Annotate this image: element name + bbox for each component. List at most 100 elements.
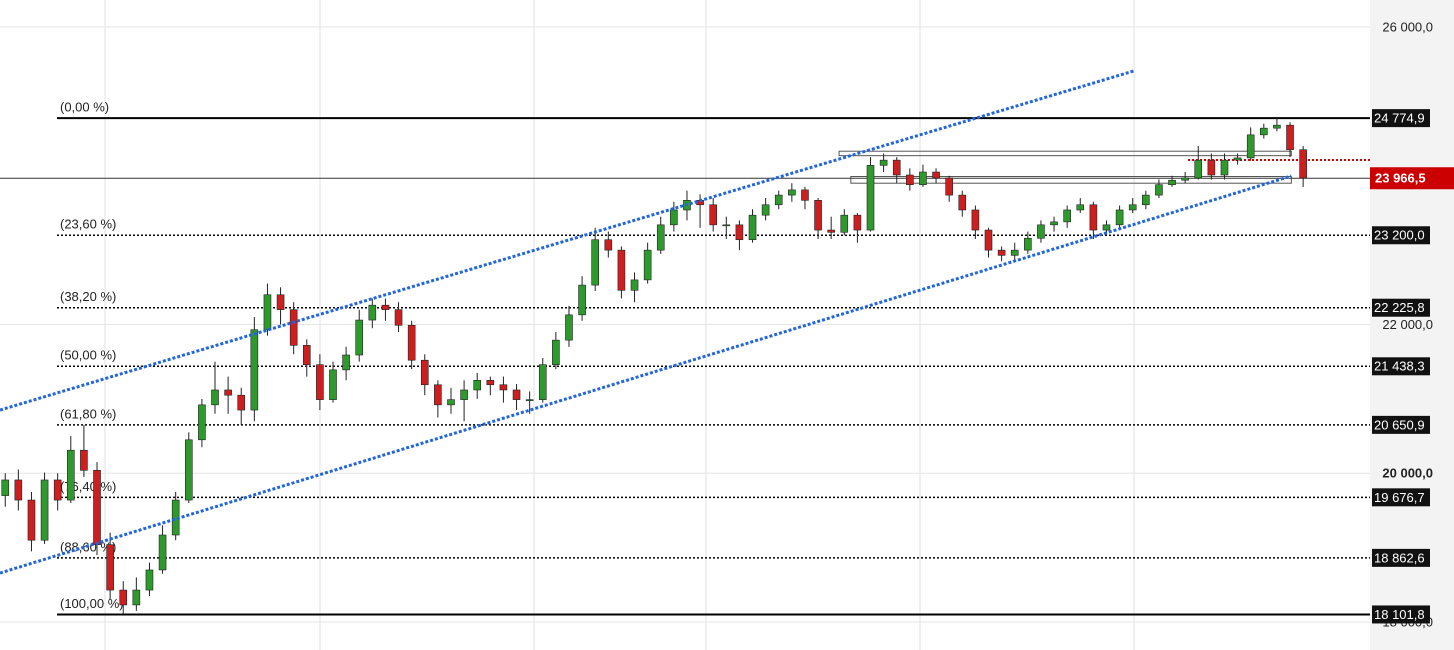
candle-body xyxy=(237,394,246,411)
candle-body xyxy=(407,324,416,361)
zone xyxy=(850,176,1292,184)
candle-body xyxy=(1299,149,1307,179)
candle-body xyxy=(958,194,967,211)
y-tick-label: 22 000,0 xyxy=(1382,317,1433,332)
candle-body xyxy=(329,369,337,400)
candle-body xyxy=(276,294,285,310)
trendline xyxy=(0,174,1292,575)
fib-pct-label: (23,60 %) xyxy=(60,217,116,232)
last-price-badge xyxy=(1370,167,1454,190)
candle-body xyxy=(1220,159,1229,176)
candle-body xyxy=(604,239,613,251)
last-price-label: 23 966,5 xyxy=(1375,171,1426,186)
candle-body xyxy=(1128,204,1137,211)
candle-body xyxy=(1063,209,1071,223)
candle-body xyxy=(66,449,75,501)
candle-body xyxy=(473,380,482,391)
candle-body xyxy=(1168,179,1176,185)
candle-body xyxy=(342,354,350,371)
candle-body xyxy=(132,589,141,606)
level-label: 19 676,7 xyxy=(1374,490,1425,505)
candle-body xyxy=(198,404,206,441)
candle-body xyxy=(27,499,36,541)
candle-body xyxy=(499,384,508,391)
candle-body xyxy=(971,209,980,231)
axis-panel xyxy=(1370,0,1454,650)
candle-body xyxy=(184,439,193,501)
fib-pct-label: (0,00 %) xyxy=(60,100,109,115)
candle-body xyxy=(591,239,599,286)
candle-body xyxy=(1273,124,1281,129)
candle-body xyxy=(316,364,324,400)
candle-body xyxy=(997,249,1006,256)
candle-body xyxy=(1037,224,1045,239)
candle-body xyxy=(709,204,717,226)
candle-body xyxy=(355,319,364,356)
candle-body xyxy=(1024,237,1032,251)
candle-body xyxy=(145,569,154,591)
candle-body xyxy=(1207,159,1216,176)
trendline xyxy=(0,69,1135,412)
candle-body xyxy=(538,364,547,400)
candle-body xyxy=(1246,134,1255,159)
candle-body xyxy=(93,469,101,545)
candle-body xyxy=(1050,221,1058,226)
level-label: 20 650,9 xyxy=(1374,417,1425,432)
candle-body xyxy=(40,479,49,541)
candle-body xyxy=(879,159,888,166)
candle-body xyxy=(1260,127,1268,136)
candle-body xyxy=(263,294,272,331)
level-badge xyxy=(1372,488,1430,507)
candle-body xyxy=(394,309,403,326)
candle-body xyxy=(211,389,219,406)
candle-body xyxy=(670,209,678,226)
candle-body xyxy=(801,189,809,201)
candle-body xyxy=(1155,184,1163,196)
candle-body xyxy=(434,384,442,406)
candle-body xyxy=(53,479,62,501)
candle-body xyxy=(381,304,390,310)
level-badge xyxy=(1372,109,1430,128)
candle-body xyxy=(1,479,10,496)
candle-body xyxy=(447,399,455,406)
candle-body xyxy=(788,189,796,196)
candle-body xyxy=(512,389,521,400)
candle-body xyxy=(1181,177,1189,181)
fib-pct-label: (38,20 %) xyxy=(60,289,116,304)
candle-body xyxy=(892,159,901,176)
candle-body xyxy=(106,544,114,591)
candle-body xyxy=(984,229,993,251)
candle-body xyxy=(14,479,23,501)
level-label: 23 200,0 xyxy=(1374,228,1425,243)
y-tick-label: 26 000,0 xyxy=(1382,19,1433,34)
candle-body xyxy=(656,224,665,251)
candle-body xyxy=(1089,204,1098,231)
candle-body xyxy=(866,165,875,231)
candle-body xyxy=(774,194,783,206)
candle-body xyxy=(289,309,298,346)
level-badge xyxy=(1372,415,1430,434)
candle-body xyxy=(906,174,914,185)
candle-body xyxy=(840,214,849,233)
candle-body xyxy=(814,200,822,231)
candle-body xyxy=(643,249,652,281)
candle-body xyxy=(302,345,311,365)
fib-pct-label: (50,00 %) xyxy=(60,348,116,363)
candle-body xyxy=(1194,159,1203,179)
level-badge xyxy=(1372,605,1430,624)
candle-body xyxy=(722,224,731,227)
candle-body xyxy=(486,380,495,386)
candle-body xyxy=(578,284,586,316)
candle-body xyxy=(1102,224,1111,231)
candle-body xyxy=(1233,157,1242,161)
candle-body xyxy=(748,214,757,241)
candle-body xyxy=(1115,209,1124,226)
candle-body xyxy=(158,534,167,571)
level-badge xyxy=(1372,357,1430,376)
candle-body xyxy=(525,399,534,401)
candle-body xyxy=(919,171,927,185)
level-label: 18 101,8 xyxy=(1374,607,1425,622)
level-label: 22 225,8 xyxy=(1374,300,1425,315)
candle-body xyxy=(565,314,573,341)
